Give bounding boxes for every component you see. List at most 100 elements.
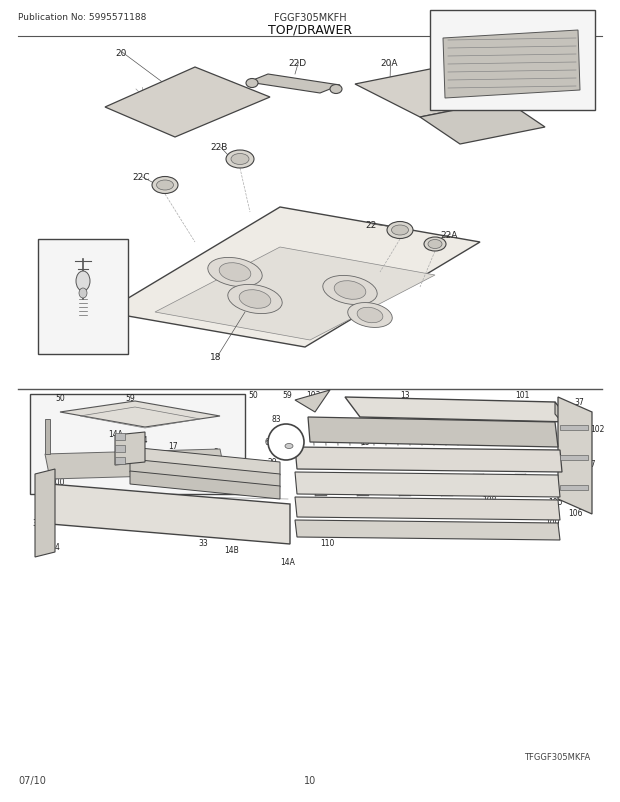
Text: 29: 29 xyxy=(248,478,258,487)
Text: 3: 3 xyxy=(213,448,218,457)
Text: 60: 60 xyxy=(265,438,275,447)
Ellipse shape xyxy=(348,303,392,328)
Text: 88: 88 xyxy=(42,243,53,252)
Polygon shape xyxy=(155,248,435,341)
Text: 59: 59 xyxy=(282,391,292,400)
Text: 20: 20 xyxy=(488,103,499,112)
Text: 14A: 14A xyxy=(108,430,123,439)
Ellipse shape xyxy=(239,290,271,309)
Ellipse shape xyxy=(231,154,249,165)
Text: 7: 7 xyxy=(68,468,73,477)
Text: 50: 50 xyxy=(248,391,258,400)
Text: 108: 108 xyxy=(482,496,497,505)
Bar xyxy=(115,433,125,440)
Ellipse shape xyxy=(228,285,282,314)
Text: 104: 104 xyxy=(432,428,446,437)
Text: 2: 2 xyxy=(264,490,268,499)
Ellipse shape xyxy=(391,225,409,236)
Text: 50: 50 xyxy=(55,394,64,403)
Polygon shape xyxy=(420,101,545,145)
Text: 22D: 22D xyxy=(288,59,306,67)
Bar xyxy=(560,456,588,460)
Text: 37: 37 xyxy=(574,398,584,407)
Polygon shape xyxy=(50,484,290,545)
Polygon shape xyxy=(555,403,570,432)
Ellipse shape xyxy=(76,272,90,292)
Ellipse shape xyxy=(285,444,293,449)
Polygon shape xyxy=(295,520,560,541)
Text: 13: 13 xyxy=(400,391,410,400)
Polygon shape xyxy=(248,75,340,94)
Polygon shape xyxy=(130,448,280,476)
Text: 13: 13 xyxy=(360,438,370,447)
Polygon shape xyxy=(105,68,270,138)
Text: 80: 80 xyxy=(456,484,466,493)
Text: 59: 59 xyxy=(125,394,135,403)
Text: 9: 9 xyxy=(227,458,232,467)
Text: Publication No: 5995571188: Publication No: 5995571188 xyxy=(18,14,146,22)
Text: eReplacementParts.com: eReplacementParts.com xyxy=(234,266,386,279)
Bar xyxy=(30,395,245,494)
Text: 14: 14 xyxy=(138,436,148,445)
Ellipse shape xyxy=(79,289,87,298)
Polygon shape xyxy=(295,472,560,497)
Ellipse shape xyxy=(219,263,251,282)
Text: 100: 100 xyxy=(50,478,64,487)
Ellipse shape xyxy=(334,282,366,300)
Polygon shape xyxy=(45,419,50,455)
Ellipse shape xyxy=(208,258,262,287)
Polygon shape xyxy=(295,497,560,520)
Ellipse shape xyxy=(357,308,383,323)
Text: 12: 12 xyxy=(280,448,290,457)
Text: 83: 83 xyxy=(272,415,281,424)
Text: 20: 20 xyxy=(115,48,126,58)
Circle shape xyxy=(268,424,304,460)
Text: 105: 105 xyxy=(548,498,562,507)
Ellipse shape xyxy=(156,180,174,191)
Text: 20A: 20A xyxy=(380,59,397,67)
Text: 17: 17 xyxy=(195,468,205,477)
Text: 110: 110 xyxy=(320,538,334,547)
Text: 103: 103 xyxy=(306,391,321,400)
Text: 109: 109 xyxy=(545,518,559,527)
Text: 101: 101 xyxy=(515,391,529,400)
Text: 17: 17 xyxy=(168,442,177,451)
Bar xyxy=(115,445,125,452)
Ellipse shape xyxy=(424,237,446,252)
Polygon shape xyxy=(558,398,592,514)
Text: 39: 39 xyxy=(32,518,42,527)
Bar xyxy=(115,457,125,464)
Text: 10: 10 xyxy=(304,775,316,785)
Polygon shape xyxy=(130,460,280,488)
Bar xyxy=(560,426,588,431)
Polygon shape xyxy=(443,31,580,99)
Bar xyxy=(38,240,128,354)
Text: 4: 4 xyxy=(55,543,60,552)
Text: 07/10: 07/10 xyxy=(18,775,46,785)
Polygon shape xyxy=(35,469,55,557)
Text: 14B: 14B xyxy=(224,546,239,555)
Bar xyxy=(560,485,588,490)
Text: 29: 29 xyxy=(268,458,278,467)
Text: FGGF305MKFH: FGGF305MKFH xyxy=(273,13,347,23)
Ellipse shape xyxy=(246,79,258,88)
Polygon shape xyxy=(308,418,558,448)
Polygon shape xyxy=(345,398,570,423)
Text: 33: 33 xyxy=(198,538,208,547)
Polygon shape xyxy=(295,448,562,472)
Polygon shape xyxy=(130,472,280,500)
Polygon shape xyxy=(355,68,505,118)
Bar xyxy=(430,11,595,111)
Ellipse shape xyxy=(152,177,178,194)
Text: TOP/DRAWER: TOP/DRAWER xyxy=(268,23,352,36)
Text: 50: 50 xyxy=(135,412,144,421)
Text: 18: 18 xyxy=(210,353,221,362)
Ellipse shape xyxy=(428,241,442,249)
Polygon shape xyxy=(45,449,225,480)
Text: TFGGF305MKFA: TFGGF305MKFA xyxy=(524,752,590,762)
Text: 22A: 22A xyxy=(440,230,458,239)
Ellipse shape xyxy=(323,276,377,306)
Ellipse shape xyxy=(387,222,413,239)
Polygon shape xyxy=(105,208,480,347)
Text: 106: 106 xyxy=(568,508,583,516)
